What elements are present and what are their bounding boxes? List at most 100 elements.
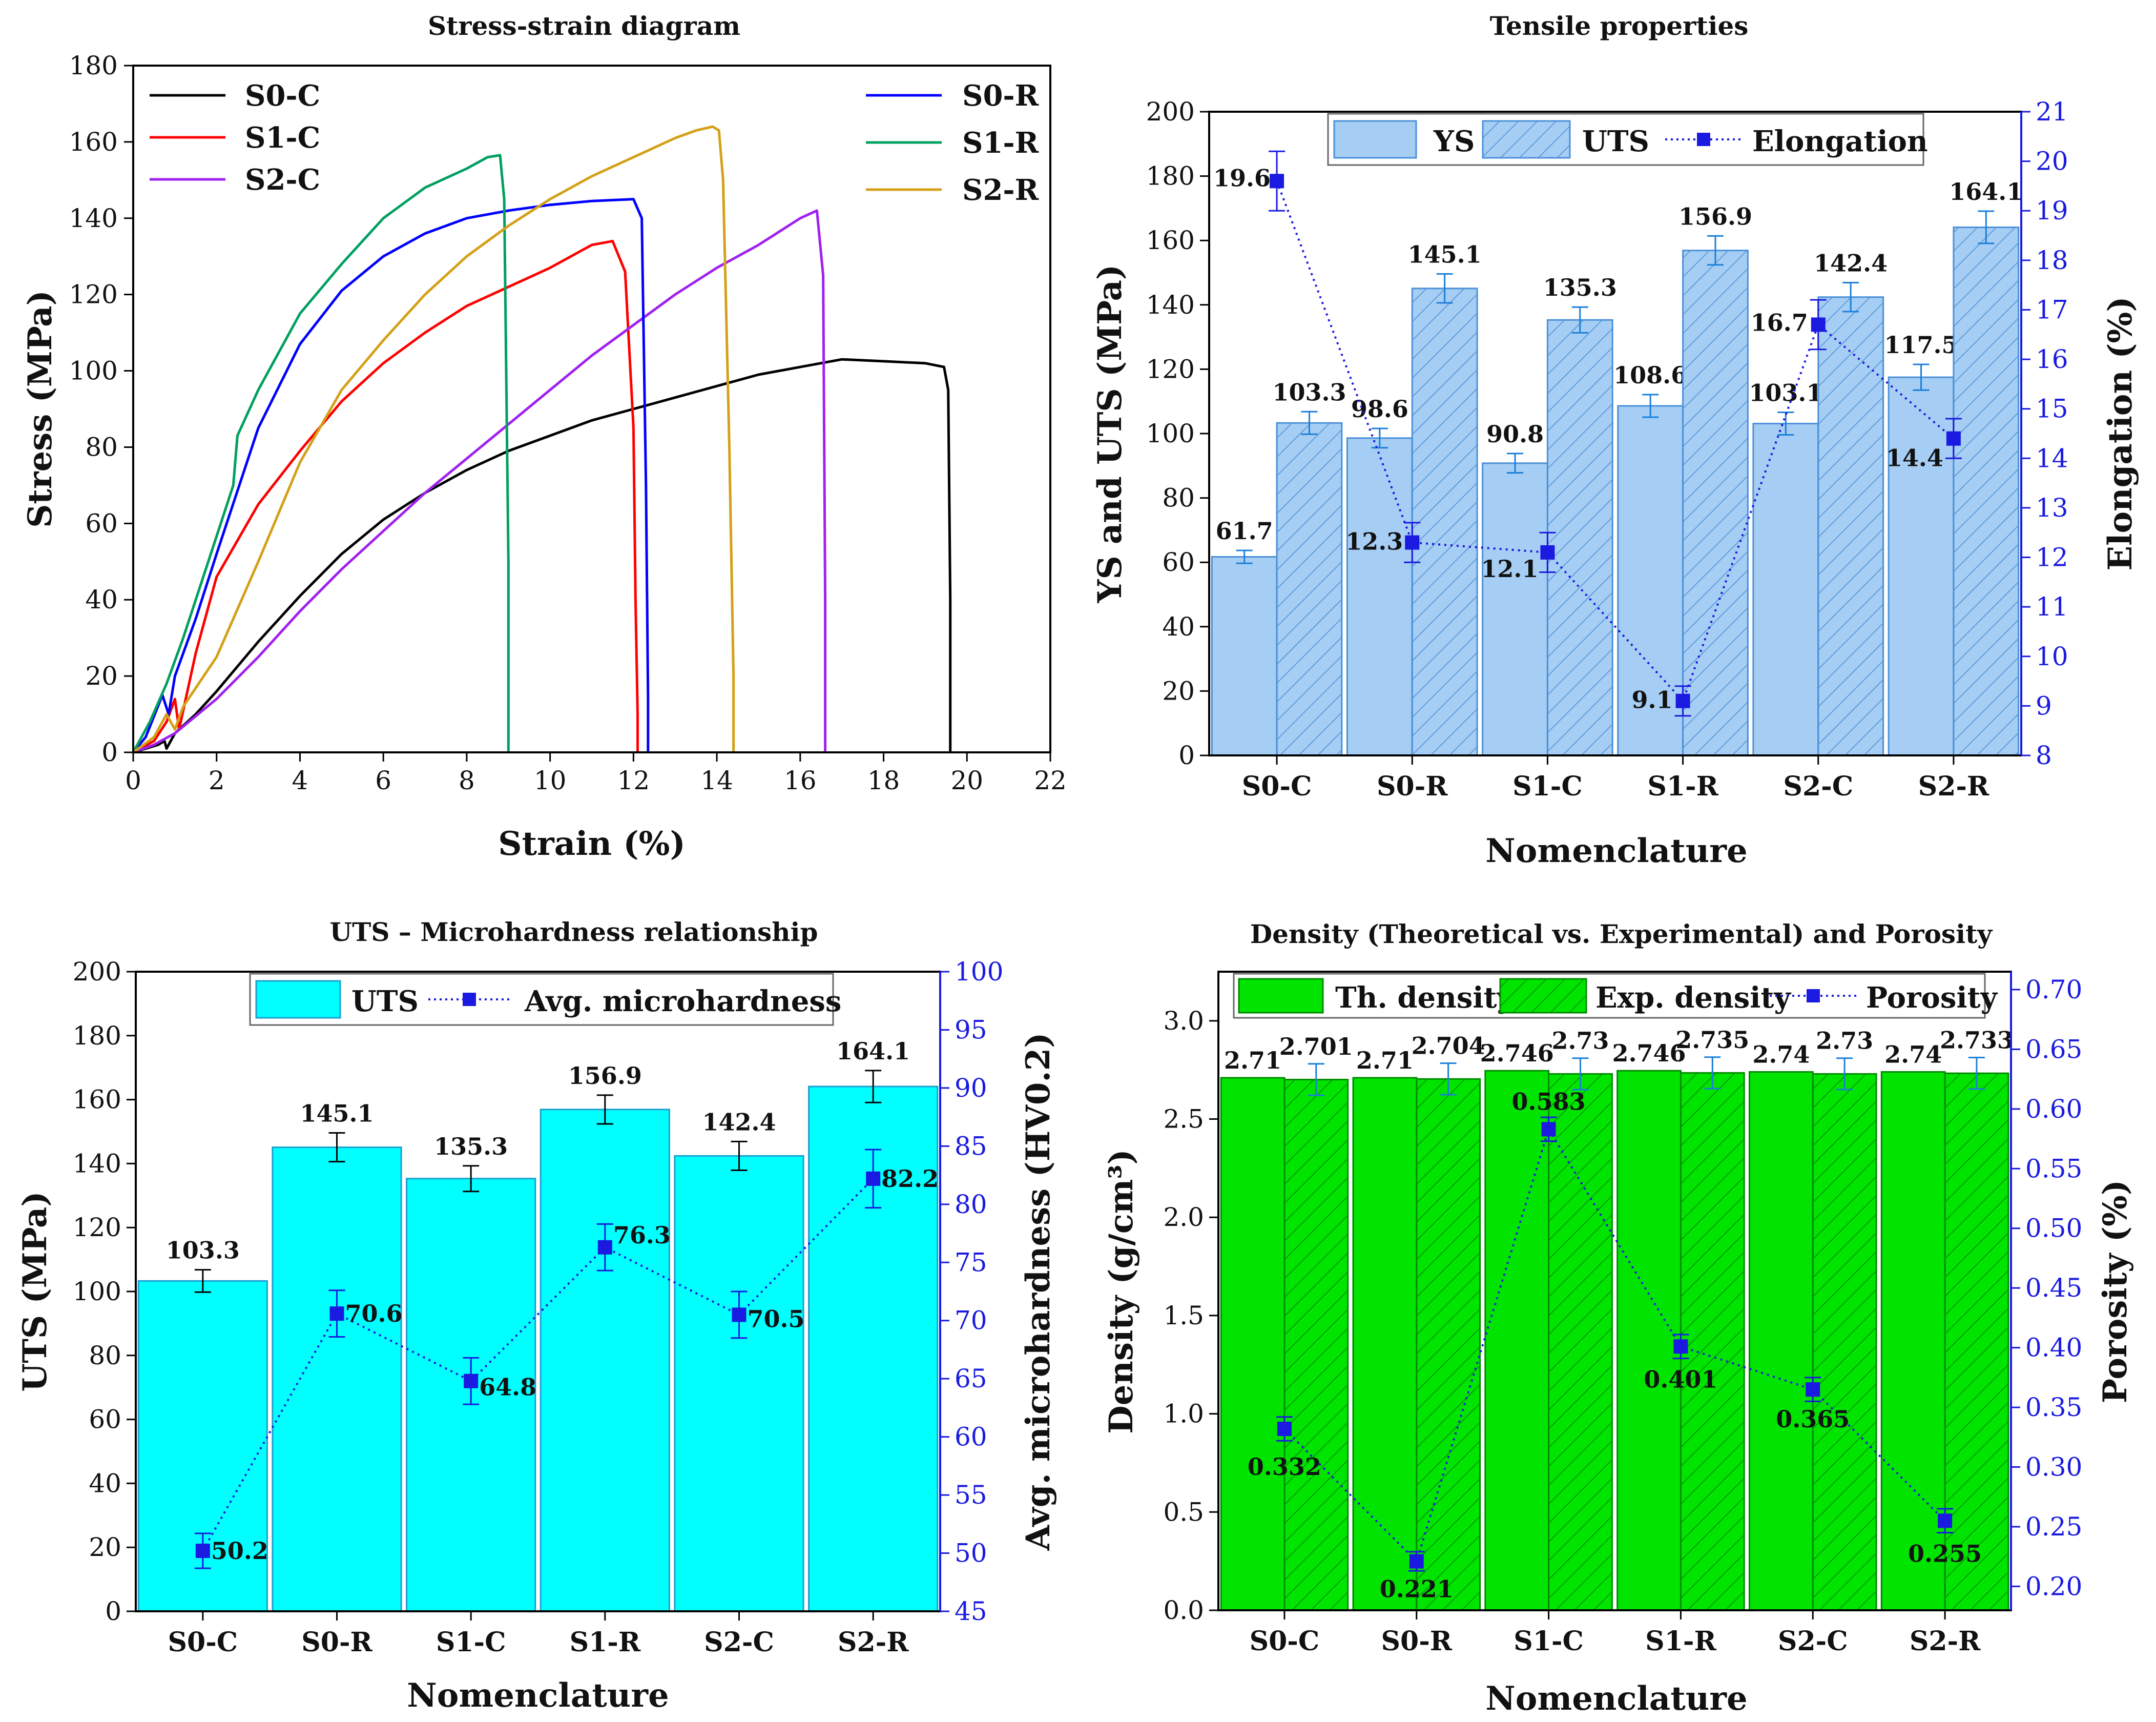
- legend-entry: S2-C: [245, 163, 320, 197]
- x-tick-label: 22: [1034, 766, 1067, 795]
- bar-uts: [1953, 227, 2020, 756]
- data-label: 135.3: [1543, 274, 1617, 301]
- y-tick-label: 1.0: [1163, 1399, 1204, 1429]
- line-label: 0.255: [1908, 1540, 1982, 1567]
- x-tick-label: 0: [125, 766, 141, 795]
- category-label: S1-C: [436, 1627, 506, 1658]
- y2-axis-label: Avg. microhardness (HV0.2): [1019, 1032, 1058, 1551]
- y-tick-label: 60: [89, 1405, 121, 1434]
- y-tick-label: 0: [101, 737, 118, 767]
- bar-uts: [1411, 288, 1478, 756]
- y-tick-label: 40: [89, 1468, 121, 1498]
- data-point: [1675, 693, 1690, 708]
- category-label: S0-R: [1381, 1626, 1452, 1657]
- legend-entry: Elongation: [1752, 125, 1928, 158]
- chart-title: UTS – Microhardness relationship: [330, 917, 818, 947]
- data-point: [1405, 535, 1420, 550]
- y-tick-label: 120: [69, 280, 118, 310]
- y-tick-label: 0: [105, 1596, 121, 1626]
- y2-tick-label: 0.20: [2025, 1571, 2082, 1601]
- bars: 103.3 145.1 135.3 156.9 142.4 164.1: [137, 1037, 939, 1612]
- legend-entry: Porosity: [1866, 981, 1998, 1015]
- y-axis-label: UTS (MPa): [16, 1191, 54, 1391]
- y-tick-label: 2.5: [1163, 1104, 1204, 1134]
- y2-tick-label: 8: [2036, 741, 2052, 770]
- y-tick-label: 200: [1146, 97, 1195, 127]
- category-label: S2-R: [1910, 1626, 1981, 1657]
- bar-exp-density: [1812, 1073, 1877, 1611]
- data-label: 2.704: [1412, 1032, 1485, 1060]
- chart-title: Tensile properties: [1490, 11, 1749, 41]
- bar-ys: [1346, 437, 1413, 756]
- y2-tick-label: 0.60: [2025, 1094, 2082, 1124]
- category-label: S2-C: [704, 1627, 774, 1658]
- data-label: 103.1: [1749, 379, 1822, 407]
- y-tick-label: 20: [89, 1532, 121, 1562]
- y2-tick-label: 17: [2036, 295, 2068, 324]
- y-tick-label: 20: [1162, 676, 1195, 706]
- data-point: [1277, 1421, 1292, 1436]
- data-label: 2.73: [1816, 1027, 1873, 1055]
- y-tick-label: 40: [1162, 612, 1195, 642]
- y-tick-label: 140: [1146, 290, 1195, 320]
- data-point: [1409, 1554, 1424, 1569]
- y-tick-label: 2.0: [1163, 1202, 1204, 1232]
- y-tick-label: 100: [73, 1277, 121, 1306]
- y2-tick-label: 19: [2036, 196, 2068, 225]
- data-label: 103.3: [1272, 378, 1346, 406]
- x-tick-label: 18: [867, 766, 900, 795]
- y2-tick-label: 15: [2036, 394, 2068, 424]
- data-label: 156.9: [568, 1062, 642, 1090]
- y2-tick-label: 90: [955, 1073, 987, 1103]
- x-tick-label: 10: [534, 766, 567, 795]
- legend-marker: [1807, 989, 1820, 1002]
- data-point: [732, 1307, 747, 1322]
- data-label: 98.6: [1351, 395, 1408, 423]
- legend-entry: S1-R: [962, 126, 1039, 160]
- y2-tick-label: 13: [2036, 493, 2068, 523]
- legend: S0-C S1-C S2-C S0-R S1-R S2-R: [150, 79, 1039, 207]
- uts-microhardness-panel: UTS – Microhardness relationship 103.3 14…: [16, 917, 1058, 1715]
- y2-tick-label: 10: [2036, 642, 2068, 671]
- line-label: 19.6: [1213, 164, 1271, 192]
- data-label: 2.733: [1940, 1027, 2014, 1054]
- category-label: S1-C: [1512, 771, 1583, 802]
- series-line-s1-c: [132, 239, 639, 754]
- y-tick-label: 120: [73, 1213, 121, 1242]
- legend-entry: S2-R: [962, 173, 1039, 207]
- y-axis-label: Stress (MPa): [21, 290, 59, 528]
- y-tick-label: 160: [1146, 225, 1195, 255]
- bar-th-density: [1220, 1077, 1286, 1611]
- y-tick-label: 180: [73, 1021, 121, 1051]
- data-point: [329, 1306, 344, 1321]
- y-tick-label: 80: [1162, 483, 1195, 513]
- legend-entry: UTS: [1582, 125, 1649, 158]
- y-tick-label: 20: [85, 661, 118, 691]
- y2-tick-label: 21: [2036, 97, 2068, 127]
- legend-marker: [463, 993, 476, 1006]
- x-tick-label: 4: [292, 766, 308, 795]
- bar-ys: [1752, 423, 1819, 756]
- category-label: S0-C: [1242, 771, 1312, 802]
- bar-uts: [674, 1155, 804, 1612]
- data-label: 103.3: [166, 1237, 240, 1264]
- data-point: [1270, 174, 1284, 189]
- y2-tick-label: 80: [955, 1190, 987, 1219]
- bar-exp-density: [1944, 1072, 2009, 1611]
- bar-th-density: [1749, 1071, 1814, 1611]
- data-point: [1806, 1382, 1820, 1397]
- x-tick-label: 2: [209, 766, 225, 795]
- data-point: [1938, 1513, 1953, 1528]
- line-label: 0.221: [1380, 1575, 1454, 1603]
- x-tick-label: 16: [784, 766, 817, 795]
- bar-uts: [272, 1146, 402, 1612]
- y2-tick-label: 0.40: [2025, 1333, 2082, 1363]
- line-label: 0.332: [1248, 1453, 1321, 1481]
- y-tick-label: 80: [89, 1341, 121, 1370]
- series-line-s0-r: [132, 198, 650, 753]
- data-label: 61.7: [1216, 517, 1273, 545]
- x-tick-label: 6: [375, 766, 391, 795]
- x-axis-label: Nomenclature: [1485, 832, 1747, 870]
- data-label: 156.9: [1678, 202, 1752, 230]
